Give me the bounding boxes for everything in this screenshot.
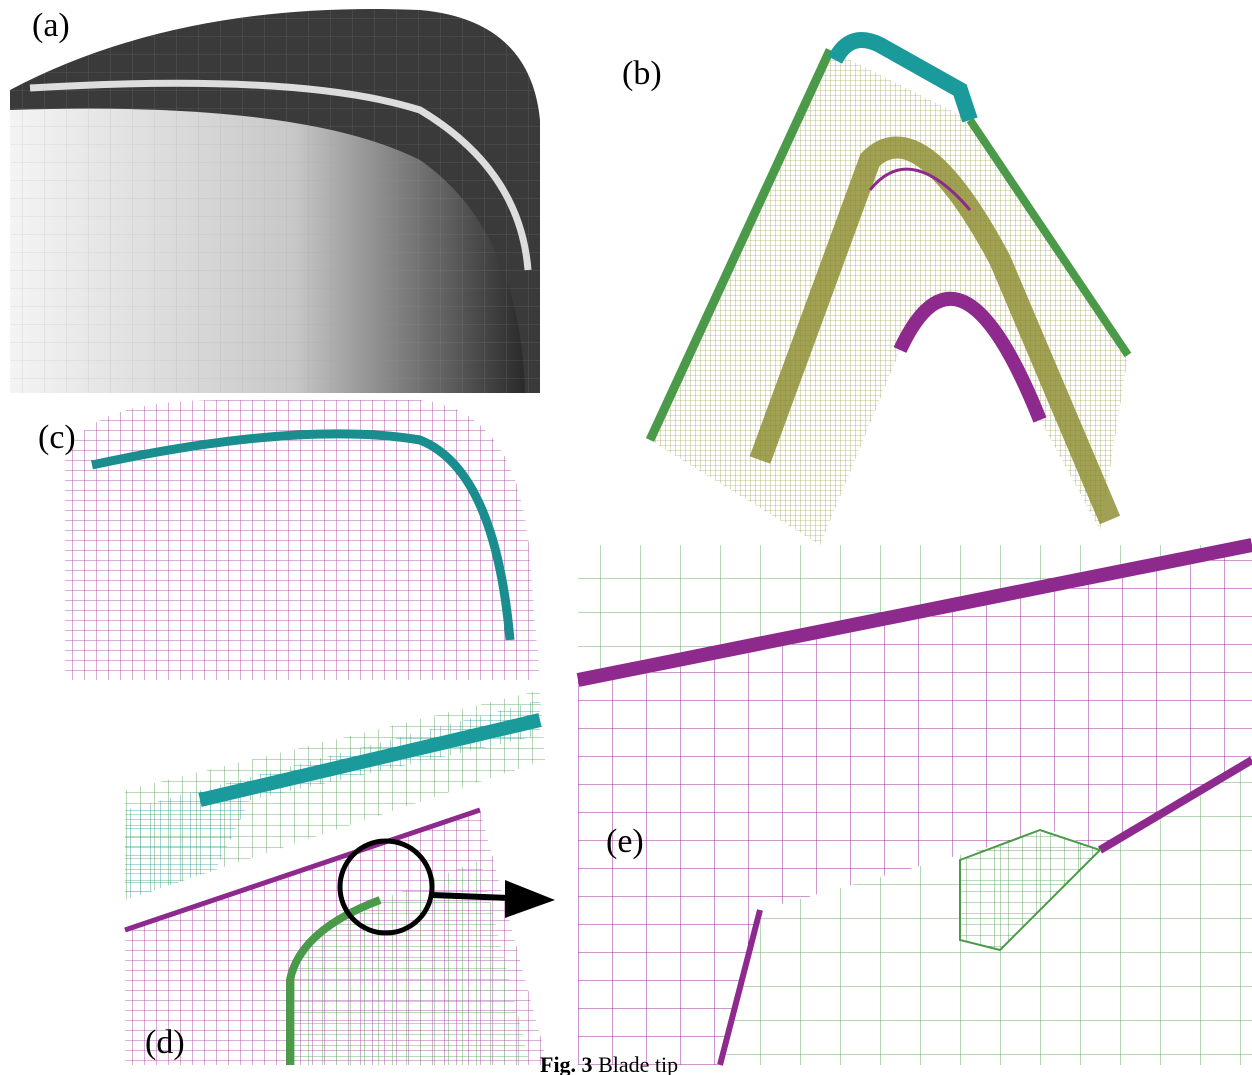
panel-e (578, 545, 1252, 1065)
caption-text: Blade tip (598, 1052, 678, 1075)
panel-label: (b) (622, 55, 662, 92)
panel-b (650, 40, 1128, 545)
caption: Fig. 3 Blade tip (540, 1052, 678, 1075)
panel-c (65, 400, 540, 680)
panel-label: (e) (606, 823, 644, 860)
caption-label: Fig. 3 (540, 1052, 593, 1075)
panel-a (10, 9, 540, 393)
panel-label: (a) (32, 7, 70, 44)
panel-label: (d) (145, 1024, 185, 1061)
figure: (a) (b) (c) (d) (e) Fig. 3 Blade tip (0, 0, 1252, 1075)
panel-d (125, 690, 555, 1065)
panel-label: (c) (38, 419, 76, 456)
